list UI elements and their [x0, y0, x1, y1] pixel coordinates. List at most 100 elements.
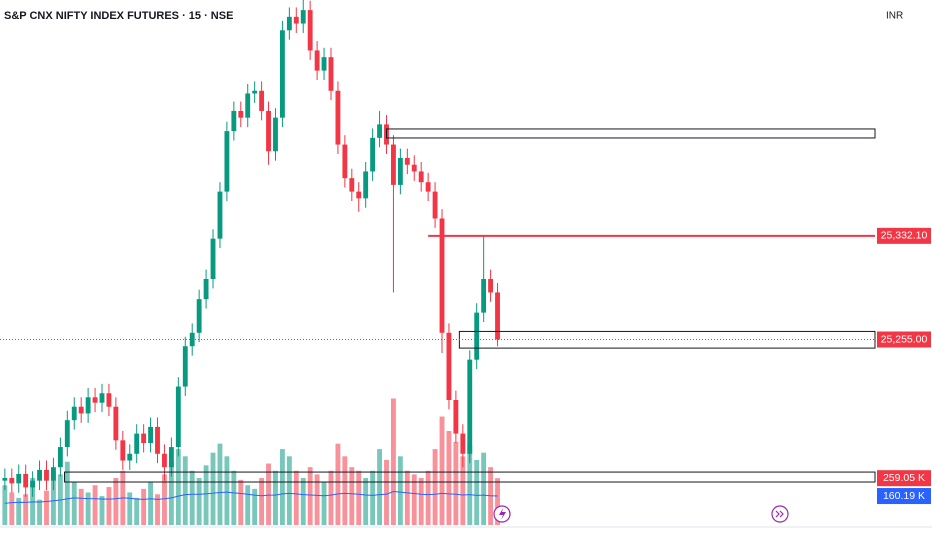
icon[interactable] [771, 505, 789, 523]
candle-body [307, 10, 313, 51]
candle-body [182, 346, 188, 387]
volume-ma-line [4, 491, 498, 504]
volume-bar [64, 461, 70, 525]
candle-body [286, 16, 292, 31]
volume-bar [155, 494, 160, 525]
candle-body [495, 292, 500, 340]
candle-body [342, 144, 348, 179]
volume-bar [78, 488, 84, 525]
volume-bar [71, 481, 77, 525]
candle-body [411, 164, 417, 172]
icon[interactable] [493, 505, 511, 523]
volume-bar [404, 470, 410, 525]
volume-bar [210, 452, 216, 525]
volume-bar [189, 470, 195, 525]
candle-body [141, 433, 147, 444]
candle-body [196, 299, 202, 333]
volume-bar [162, 474, 167, 525]
candle-body [37, 469, 42, 481]
volume-bar [446, 431, 452, 525]
candle-body [439, 218, 445, 333]
candle-body [217, 191, 223, 239]
volume-bar [175, 449, 181, 525]
candle-body [467, 359, 473, 454]
volume-bar [106, 487, 112, 525]
volume-bar [397, 456, 403, 525]
volume-bar [217, 443, 223, 525]
candle-body [238, 110, 244, 118]
candle-body [370, 137, 376, 172]
volume-bar [495, 478, 500, 525]
volume-bar [203, 465, 209, 525]
level-label: 25,332.10 [881, 230, 928, 242]
candle-body [71, 406, 77, 421]
volume-bar [259, 478, 265, 525]
candle-body [175, 386, 181, 448]
volume-bar [321, 481, 327, 525]
candle-body [127, 453, 133, 461]
volume-bar [293, 470, 299, 525]
candle-body [85, 397, 91, 414]
volume-bar [99, 496, 105, 525]
candle-body [162, 453, 167, 468]
candle-body [328, 57, 334, 91]
candle-body [231, 110, 237, 132]
volume-bar [51, 470, 56, 525]
volume-label: 259.05 K [883, 472, 925, 484]
candle-body [92, 397, 98, 403]
candle-body [314, 50, 320, 71]
candle-body [64, 420, 70, 448]
candle-body [99, 393, 105, 403]
volume-bar [342, 456, 348, 525]
volume-bar [23, 494, 29, 525]
volume-bar [44, 490, 49, 525]
volume-bar [141, 488, 147, 525]
volume-bar [391, 398, 396, 525]
candle-body [44, 469, 49, 481]
volume-bar [286, 456, 292, 525]
volume-bar [356, 470, 362, 525]
axes: 25,332.10 25,255.00 259.05 K 160.19 K [877, 227, 931, 505]
candle-body [210, 238, 216, 279]
volume-bar [279, 449, 285, 525]
candle-body [203, 279, 209, 300]
candle-body [259, 90, 265, 111]
volume-bar [113, 478, 119, 525]
volume-tag [877, 488, 931, 505]
volume-bar [384, 459, 389, 525]
currency: INR [886, 11, 903, 22]
volume-bar [148, 481, 154, 525]
volume-bar [16, 497, 22, 525]
volume-bar [432, 449, 438, 525]
volume-bar [307, 467, 313, 525]
volume-bar [314, 474, 320, 525]
volume-bar [252, 488, 258, 525]
candle-body [349, 178, 355, 192]
volume-bar [127, 492, 133, 525]
volume-bar [425, 470, 431, 525]
volume-bar [92, 485, 98, 525]
volume-bar [467, 445, 473, 525]
volume-bar [2, 485, 8, 525]
volume-bar [481, 452, 487, 525]
candle-body [377, 124, 382, 138]
zone [385, 128, 876, 139]
candle-body [432, 191, 438, 219]
volume-bar [439, 416, 445, 525]
level-tag [877, 227, 931, 244]
candle-body [9, 477, 15, 484]
volume-bar [349, 467, 355, 525]
volume-bar [328, 470, 334, 525]
volume-bar [134, 497, 140, 525]
volume-bar [300, 478, 306, 525]
volume-bar [335, 443, 341, 525]
volume-bar [196, 478, 202, 525]
volume-bar [411, 474, 417, 525]
candle-body [488, 279, 494, 293]
candle-body [363, 171, 369, 199]
candle-body [106, 393, 112, 407]
candle-body [397, 158, 403, 185]
candle-body [356, 191, 362, 199]
candle-body [460, 433, 466, 454]
